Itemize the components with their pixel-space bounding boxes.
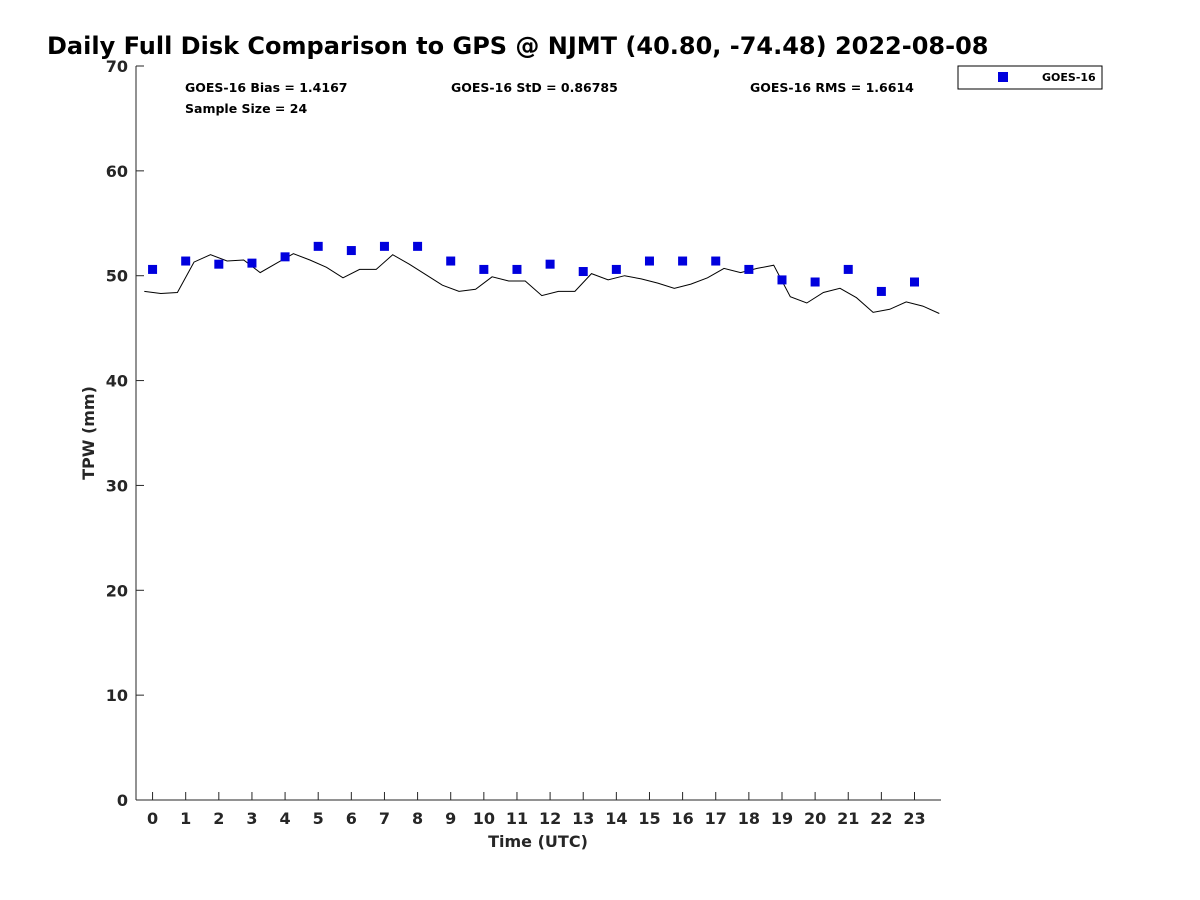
x-tick-label: 22 — [870, 809, 892, 828]
x-tick-label: 18 — [738, 809, 760, 828]
x-tick-label: 15 — [638, 809, 660, 828]
goes16-point — [479, 264, 489, 274]
goes16-point — [346, 246, 356, 256]
goes16-point — [214, 259, 224, 269]
goes16-point — [711, 256, 721, 266]
x-axis-label: Time (UTC) — [488, 832, 588, 851]
goes16-point — [181, 256, 191, 266]
goes16-point — [545, 259, 555, 269]
x-tick-label: 16 — [671, 809, 693, 828]
x-tick-label: 17 — [705, 809, 727, 828]
goes16-point — [313, 241, 323, 251]
x-tick-label: 23 — [903, 809, 925, 828]
legend: GOES-16 — [957, 65, 1103, 90]
y-tick-label: 20 — [106, 581, 128, 600]
x-tick-label: 20 — [804, 809, 826, 828]
x-tick-label: 3 — [246, 809, 257, 828]
x-tick-label: 7 — [379, 809, 390, 828]
x-tick-label: 14 — [605, 809, 627, 828]
x-tick-label: 1 — [180, 809, 191, 828]
x-tick-label: 4 — [280, 809, 291, 828]
stat-sample-size: Sample Size = 24 — [185, 101, 307, 116]
stat-rms: GOES-16 RMS = 1.6614 — [750, 80, 914, 95]
stat-std: GOES-16 StD = 0.86785 — [451, 80, 618, 95]
x-tick-label: 9 — [445, 809, 456, 828]
goes16-point — [512, 264, 522, 274]
goes16-scatter-series — [148, 241, 919, 296]
goes16-point — [843, 264, 853, 274]
goes16-point — [148, 264, 158, 274]
x-tick-label: 12 — [539, 809, 561, 828]
goes16-point — [578, 267, 588, 277]
x-tick-label: 19 — [771, 809, 793, 828]
gps-line — [144, 253, 940, 314]
x-tick-label: 8 — [412, 809, 423, 828]
goes16-point — [446, 256, 456, 266]
goes16-point — [876, 286, 886, 296]
x-tick-label: 6 — [346, 809, 357, 828]
y-tick-label: 50 — [106, 267, 128, 286]
y-tick-label: 30 — [106, 476, 128, 495]
y-tick-label: 70 — [106, 57, 128, 76]
x-tick-label: 21 — [837, 809, 859, 828]
chart-title: Daily Full Disk Comparison to GPS @ NJMT… — [47, 32, 988, 60]
y-tick-label: 0 — [117, 791, 128, 810]
goes16-point — [611, 264, 621, 274]
x-tick-label: 10 — [473, 809, 495, 828]
x-tick-label: 0 — [147, 809, 158, 828]
x-tick-label: 13 — [572, 809, 594, 828]
y-axis: 0 10 20 30 40 50 60 70 — [106, 57, 144, 810]
x-tick-label: 5 — [313, 809, 324, 828]
goes16-point — [413, 241, 423, 251]
stat-bias: GOES-16 Bias = 1.4167 — [185, 80, 347, 95]
plot-frame — [135, 66, 941, 801]
goes16-point — [810, 277, 820, 287]
y-tick-label: 60 — [106, 162, 128, 181]
legend-box — [957, 65, 1103, 90]
x-axis: 0 1 2 3 4 5 6 7 8 9 10 11 12 13 14 15 16 17 18 19 20 21 22 23 — [147, 792, 926, 828]
legend-label-goes16: GOES-16 — [1042, 71, 1096, 84]
x-tick-label: 11 — [506, 809, 528, 828]
goes16-point — [280, 252, 290, 262]
gps-line-series — [144, 253, 940, 314]
y-tick-label: 40 — [106, 372, 128, 391]
goes16-point — [909, 277, 919, 287]
y-axis-label: TPW (mm) — [79, 386, 98, 480]
goes16-point — [644, 256, 654, 266]
x-tick-label: 2 — [213, 809, 224, 828]
goes16-point — [379, 241, 389, 251]
goes16-point — [247, 258, 257, 268]
goes16-point — [744, 264, 754, 274]
goes16-point — [777, 275, 787, 285]
y-tick-label: 10 — [106, 686, 128, 705]
legend-marker — [998, 72, 1008, 82]
goes16-point — [678, 256, 688, 266]
